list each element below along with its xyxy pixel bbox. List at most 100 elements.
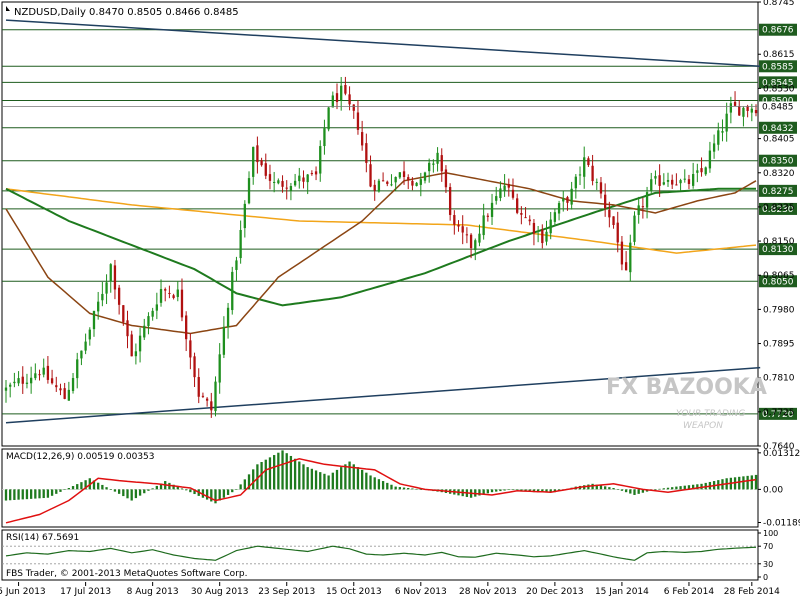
candle-body [490, 202, 494, 217]
watermark-brand: FX BAZOOKA [606, 375, 767, 400]
macd-bar [76, 484, 79, 490]
candle-body [549, 219, 552, 234]
candle-body [256, 145, 259, 163]
macd-bar [352, 464, 355, 490]
macd-bar [738, 476, 741, 490]
macd-bar [687, 485, 691, 490]
level-tag [759, 202, 797, 215]
candle-body [545, 231, 548, 242]
macd-bar [335, 469, 339, 490]
macd-bar [662, 488, 665, 490]
macd-bar [331, 472, 334, 490]
candle-body [453, 215, 456, 225]
macd-bar [205, 489, 209, 500]
x-tick-label: 6 Nov 2013 [395, 587, 447, 597]
macd-bar [356, 467, 360, 490]
rsi-panel-frame [1, 529, 759, 581]
macd-bar [599, 485, 603, 490]
macd-bar [273, 455, 276, 490]
candle-body [201, 395, 205, 397]
macd-bar [700, 483, 703, 490]
candle-body [243, 203, 246, 229]
macd-bar [365, 472, 368, 490]
macd-bar [637, 489, 640, 494]
macd-bar [641, 489, 645, 493]
candle-body [511, 189, 515, 198]
candle-body [419, 179, 422, 185]
candle-body [172, 295, 175, 298]
price-panel-frame [1, 1, 759, 447]
macd-bar [369, 475, 372, 490]
candle-body [289, 186, 293, 191]
candle-body [629, 242, 632, 273]
candle-body [469, 234, 473, 249]
level-tag [759, 121, 797, 134]
candle-body [189, 340, 192, 358]
macd-bar [9, 489, 12, 501]
candle-body [247, 178, 251, 204]
candle-body [105, 282, 108, 294]
candle-body [197, 377, 200, 397]
macd-tick-label: 0.00 [763, 485, 783, 495]
macd-bar [151, 488, 154, 490]
candle-body [21, 376, 24, 384]
candle-body [29, 377, 33, 384]
copyright-label: FBS Trader, © 2001-2013 MetaQuotes Softw… [6, 569, 247, 579]
macd-bar [42, 489, 45, 499]
sma-orange-line [5, 188, 757, 254]
candle-body [407, 177, 410, 180]
macd-bar [373, 477, 376, 490]
candle-body [637, 205, 640, 215]
macd-bar [159, 483, 163, 490]
candle-body [612, 216, 615, 226]
x-tick-label: 25 Jun 2013 [0, 587, 46, 597]
macd-bar [235, 489, 238, 490]
candle-body [281, 181, 284, 187]
macd-bar [398, 487, 402, 490]
macd-bar [71, 486, 75, 490]
macd-bar [34, 489, 37, 499]
macd-bar [268, 457, 272, 490]
level-tag [759, 23, 797, 36]
candle-body [700, 168, 703, 173]
macd-bar [545, 489, 548, 493]
candle-body [84, 341, 87, 351]
candle-body [344, 84, 347, 94]
rsi-tick-label: 100 [763, 529, 778, 538]
macd-bar [587, 484, 590, 490]
candle-body [415, 182, 418, 186]
macd-bar [134, 489, 138, 499]
macd-bar [595, 484, 598, 490]
candle-body [591, 165, 594, 182]
candle-body [650, 179, 653, 191]
level-label: 0.8230 [762, 205, 794, 215]
macd-bar [222, 489, 226, 498]
candle-body [386, 181, 389, 184]
macd-bar [247, 474, 251, 490]
candle-body [428, 162, 431, 172]
candle-body [691, 174, 695, 186]
candle-body [578, 174, 582, 176]
current-price-tag [759, 101, 797, 112]
macd-bar [172, 484, 175, 490]
macd-bar [101, 484, 104, 490]
candle-body [63, 388, 66, 399]
macd-bar [511, 489, 515, 490]
macd-bar [754, 474, 758, 490]
macd-bar [549, 489, 552, 493]
candle-body [239, 229, 242, 259]
candle-body [587, 158, 590, 166]
candle-body [503, 185, 506, 191]
macd-bar [742, 476, 745, 490]
macd-bar [264, 459, 267, 490]
macd-bar [310, 468, 314, 490]
macd-bar [750, 475, 753, 490]
price-tick-label: 0.8065 [763, 271, 795, 281]
macd-bar [176, 486, 179, 490]
macd-bar [256, 464, 259, 490]
x-tick-label: 23 Sep 2013 [258, 587, 315, 597]
x-tick-label: 28 Feb 2014 [724, 587, 780, 597]
price-tick-label: 0.8235 [763, 203, 795, 213]
macd-bar [490, 489, 494, 493]
